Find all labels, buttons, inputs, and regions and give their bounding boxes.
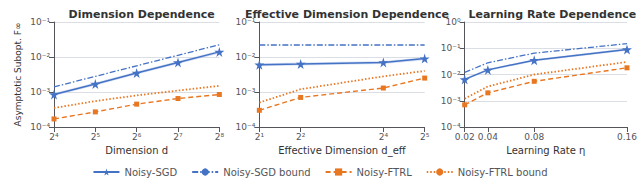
svg-text:10⁻³: 10⁻³ xyxy=(30,87,50,97)
svg-text:Noisy-FTRL bound: Noisy-FTRL bound xyxy=(458,167,548,178)
svg-text:10⁻²: 10⁻² xyxy=(236,52,256,62)
svg-text:2⁴: 2⁴ xyxy=(379,132,389,142)
svg-text:10⁻¹: 10⁻¹ xyxy=(30,17,50,27)
svg-text:Learning Rate Dependence: Learning Rate Dependence xyxy=(468,8,636,21)
svg-text:Asymptotic Subopt. F∞: Asymptotic Subopt. F∞ xyxy=(13,23,23,127)
svg-text:10⁻²: 10⁻² xyxy=(30,52,50,62)
svg-text:10⁻³: 10⁻³ xyxy=(441,96,461,106)
svg-text:Dimension d: Dimension d xyxy=(105,145,168,156)
svg-text:Noisy-SGD bound: Noisy-SGD bound xyxy=(223,167,310,178)
svg-text:10⁻¹: 10⁻¹ xyxy=(441,43,461,53)
svg-text:2¹: 2¹ xyxy=(255,132,265,142)
svg-text:0.04: 0.04 xyxy=(478,132,498,142)
svg-text:10⁻¹: 10⁻¹ xyxy=(235,17,256,27)
svg-text:Learning Rate η: Learning Rate η xyxy=(506,145,585,156)
svg-text:10⁻²: 10⁻² xyxy=(441,70,461,80)
svg-text:10⁰: 10⁰ xyxy=(445,17,461,27)
svg-text:Effective Dimension Dependence: Effective Dimension Dependence xyxy=(245,8,449,21)
svg-text:0.02: 0.02 xyxy=(455,132,475,142)
svg-text:Noisy-SGD: Noisy-SGD xyxy=(124,167,177,178)
svg-text:2⁴: 2⁴ xyxy=(49,132,59,142)
svg-text:Dimension Dependence: Dimension Dependence xyxy=(69,8,215,21)
svg-text:2²: 2² xyxy=(296,132,306,142)
svg-text:Effective Dimension d_eff: Effective Dimension d_eff xyxy=(278,145,407,157)
svg-text:Noisy-FTRL: Noisy-FTRL xyxy=(357,167,413,178)
svg-text:10⁻⁴: 10⁻⁴ xyxy=(441,122,461,132)
svg-text:0.08: 0.08 xyxy=(524,132,544,142)
svg-text:2⁸: 2⁸ xyxy=(215,132,225,142)
svg-text:10⁻⁴: 10⁻⁴ xyxy=(236,122,256,132)
svg-text:2⁶: 2⁶ xyxy=(132,132,142,142)
svg-text:2⁵: 2⁵ xyxy=(420,132,430,142)
svg-text:0.16: 0.16 xyxy=(617,132,637,142)
svg-text:10⁻³: 10⁻³ xyxy=(236,87,256,97)
svg-text:2⁵: 2⁵ xyxy=(91,132,101,142)
svg-text:10⁻⁴: 10⁻⁴ xyxy=(30,122,50,132)
svg-text:2⁷: 2⁷ xyxy=(173,132,183,142)
